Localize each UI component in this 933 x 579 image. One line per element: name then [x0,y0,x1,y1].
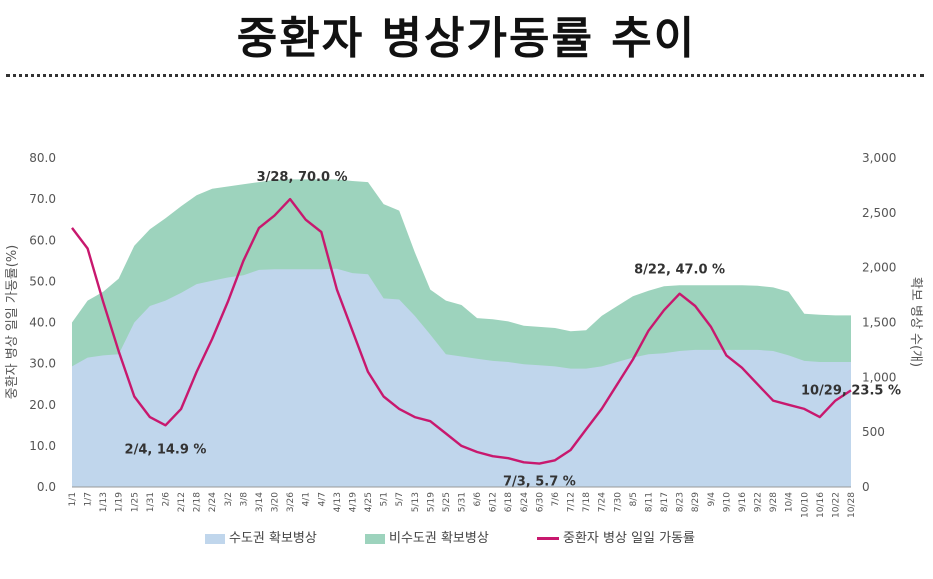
y-axis-right-title: 확보 병상 수(개) [908,277,923,367]
x-tick-label: 10/22 [831,492,841,518]
annotation-label: 3/28, 70.0 % [257,170,348,185]
x-tick-label: 5/1 [380,492,390,506]
x-tick-label: 9/4 [707,492,717,507]
y-right-tick-label: 500 [862,425,885,439]
annotation-label: 10/29, 23.5 % [801,383,901,398]
x-tick-label: 6/12 [489,492,499,512]
x-tick-label: 1/19 [115,492,125,512]
occupancy-line-path [71,197,852,465]
annotations: 2/4, 14.9 % 3/28, 70.0 % 7/3, 5.7 % 8/22, 4… [125,170,901,490]
x-tick-label: 7/24 [598,492,608,512]
x-tick-label: 3/14 [255,492,265,512]
x-tick-label: 4/7 [317,492,327,506]
x-axis: 1/1 1/7 1/13 1/19 1/25 1/31 2/6 2/12 2/18 2/24 3/2… [68,486,857,518]
x-tick-label: 4/13 [333,492,343,512]
x-tick-label: 1/13 [99,492,109,512]
legend-swatch [205,533,225,544]
y-right-tick-label: 1,000 [862,370,896,384]
occupancy-line [71,197,852,465]
x-tick-label: 6/6 [473,492,483,507]
y-right-tick-label: 2,500 [862,206,896,220]
x-tick-label: 8/23 [676,492,686,512]
x-tick-label: 1/1 [68,492,78,506]
y-right-tick-label: 1,500 [862,316,896,330]
x-tick-label: 10/4 [785,492,795,512]
x-tick-label: 6/30 [535,492,545,512]
y-right-tick-label: 0 [862,480,870,494]
annotation-label: 8/22, 47.0 % [634,263,725,278]
x-tick-label: 8/5 [629,492,639,506]
y-right-tick-label: 3,000 [862,151,896,165]
y-left-tick-label: 30.0 [29,357,56,371]
x-tick-label: 1/7 [84,492,94,506]
y-left-tick-label: 0.0 [37,480,56,494]
x-tick-label: 3/26 [286,492,296,512]
x-tick-label: 5/13 [411,492,421,512]
y-left-tick-label: 50.0 [29,274,56,288]
x-tick-label: 7/6 [551,492,561,507]
legend-swatch [537,537,559,540]
x-tick-label: 4/1 [302,492,312,506]
legend-label: 비수도권 확보병상 [389,531,489,546]
legend-item-occupancy: 중환자 병상 일일 가동률 [537,527,695,546]
area-capital [72,268,851,487]
y-axis-left-title: 중환자 병상 일일 가동률(%) [5,245,20,400]
x-tick-label: 2/18 [193,492,203,512]
bed-areas [72,179,851,487]
legend-label: 중환자 병상 일일 가동률 [563,531,695,546]
x-tick-label: 9/22 [754,492,764,512]
page-title: 중환자 병상가동률 추이 [236,13,697,64]
x-tick-label: 5/31 [458,492,468,512]
x-tick-label: 7/12 [567,492,577,512]
x-tick-label: 10/16 [816,492,826,518]
x-tick-label: 6/24 [520,492,530,512]
legend-item-noncapital: 비수도권 확보병상 [365,527,489,546]
x-tick-label: 6/18 [504,492,514,512]
x-tick-label: 1/31 [146,492,156,512]
y-left-tick-label: 40.0 [29,316,56,330]
x-tick-label: 10/28 [847,492,857,518]
y-left-tick-label: 60.0 [29,233,56,247]
x-tick-label: 9/28 [769,492,779,512]
x-tick-label: 3/20 [271,492,281,512]
x-tick-label: 2/6 [162,492,172,507]
x-tick-label: 5/25 [442,492,452,512]
x-tick-label: 7/18 [582,492,592,512]
x-tick-label: 5/7 [395,492,405,506]
x-tick-label: 3/2 [224,492,234,506]
legend: 수도권 확보병상 비수도권 확보병상 중환자 병상 일일 가동률 [0,527,933,547]
legend-swatch [365,533,385,544]
x-tick-label: 10/10 [800,492,810,518]
legend-item-capital: 수도권 확보병상 [205,527,317,546]
x-tick-label: 2/12 [177,492,187,512]
annotation-label: 7/3, 5.7 % [503,475,576,490]
x-tick-label: 9/10 [722,492,732,512]
x-tick-label: 3/8 [239,492,249,507]
annotation-label: 2/4, 14.9 % [125,443,207,458]
y-axis-right: 0 500 1,000 1,500 2,000 2,500 3,000 [862,151,896,494]
x-tick-label: 8/11 [645,492,655,512]
x-tick-label: 9/16 [738,492,748,512]
y-right-tick-label: 2,000 [862,261,896,275]
x-tick-label: 1/25 [130,492,140,512]
x-tick-label: 2/24 [208,492,218,512]
x-tick-label: 8/17 [660,492,670,512]
y-axis-left: 0.0 10.0 20.0 30.0 40.0 50.0 60.0 70.0 80.0 [29,151,56,494]
y-left-tick-label: 80.0 [29,151,56,165]
x-tick-label: 4/19 [348,492,358,512]
x-tick-label: 5/19 [426,492,436,512]
y-left-tick-label: 20.0 [29,398,56,412]
x-tick-label: 7/30 [613,492,623,512]
legend-label: 수도권 확보병상 [229,531,317,546]
x-tick-label: 8/29 [691,492,701,512]
y-left-tick-label: 70.0 [29,192,56,206]
title-divider [6,74,924,77]
y-left-tick-label: 10.0 [29,439,56,453]
x-tick-label: 4/25 [364,492,374,512]
